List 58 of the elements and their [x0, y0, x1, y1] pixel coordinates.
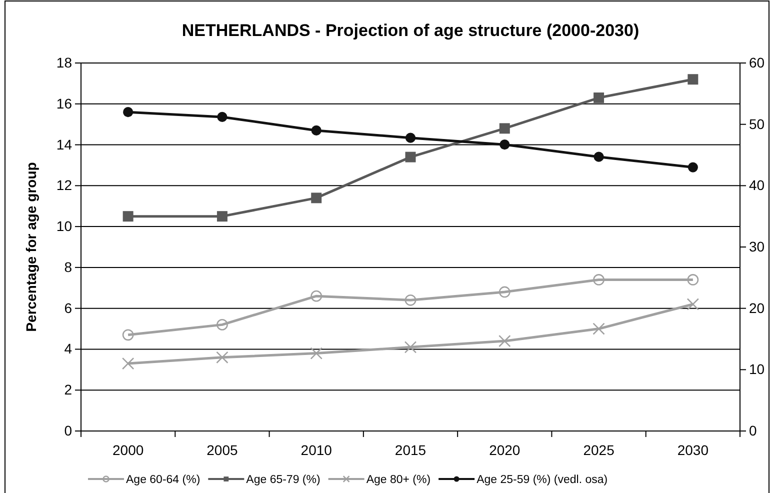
x-tick-label: 2020 [489, 442, 520, 458]
y2-tick-label: 0 [749, 422, 757, 438]
point [499, 123, 510, 134]
chart-title: NETHERLANDS - Projection of age structure (2000-2030) [182, 21, 640, 40]
point [498, 334, 511, 348]
point [594, 152, 604, 162]
y2-tick-label: 60 [749, 54, 765, 70]
y-tick-label: 14 [56, 136, 72, 152]
y2-tick-label: 40 [749, 177, 765, 194]
legend-label: Age 25-59 (%) (vedl. osa) [476, 474, 608, 486]
point [404, 294, 416, 306]
point [405, 132, 416, 143]
point [311, 125, 322, 136]
point [405, 152, 416, 162]
y-tick-label: 6 [64, 300, 72, 316]
y-tick-label: 10 [56, 218, 72, 234]
point [688, 74, 698, 85]
x-tick-label: 2000 [112, 442, 144, 458]
point [688, 162, 698, 172]
legend-label: Age 80+ (%) [366, 474, 431, 486]
point [123, 107, 134, 118]
legend-label: Age 65-79 (%) [246, 474, 320, 486]
point [216, 319, 228, 330]
point [216, 211, 228, 222]
y-tick-label: 8 [64, 258, 72, 275]
x-tick-label: 2030 [677, 442, 709, 458]
point [593, 274, 604, 286]
x-tick-label: 2015 [394, 442, 426, 458]
point [404, 341, 417, 354]
point [122, 357, 134, 370]
y-axis-title: Percentage for age group [23, 162, 39, 332]
point [122, 211, 134, 222]
y-tick-label: 2 [64, 382, 72, 398]
y2-tick-label: 50 [749, 116, 765, 132]
x-tick-label: 2025 [583, 442, 615, 458]
point [500, 140, 510, 150]
point [687, 274, 699, 286]
y-tick-label: 4 [64, 340, 72, 357]
point [594, 92, 604, 103]
point [217, 112, 228, 122]
point [310, 347, 322, 360]
x-tick-label: 2005 [206, 442, 238, 458]
point [310, 290, 322, 302]
point [311, 192, 322, 204]
point [216, 351, 228, 364]
point [122, 329, 134, 341]
legend-label: Age 60-64 (%) [126, 474, 200, 486]
y2-tick-label: 20 [749, 300, 765, 316]
y-tick-label: 12 [56, 177, 72, 194]
y-tick-label: 0 [64, 422, 72, 438]
point [686, 298, 700, 310]
y-tick-label: 16 [56, 95, 72, 112]
point [498, 286, 510, 298]
y2-tick-label: 10 [749, 361, 765, 378]
point [592, 322, 605, 335]
y-tick-label: 18 [56, 54, 72, 70]
y2-tick-label: 30 [749, 238, 765, 254]
x-tick-label: 2010 [300, 442, 332, 458]
